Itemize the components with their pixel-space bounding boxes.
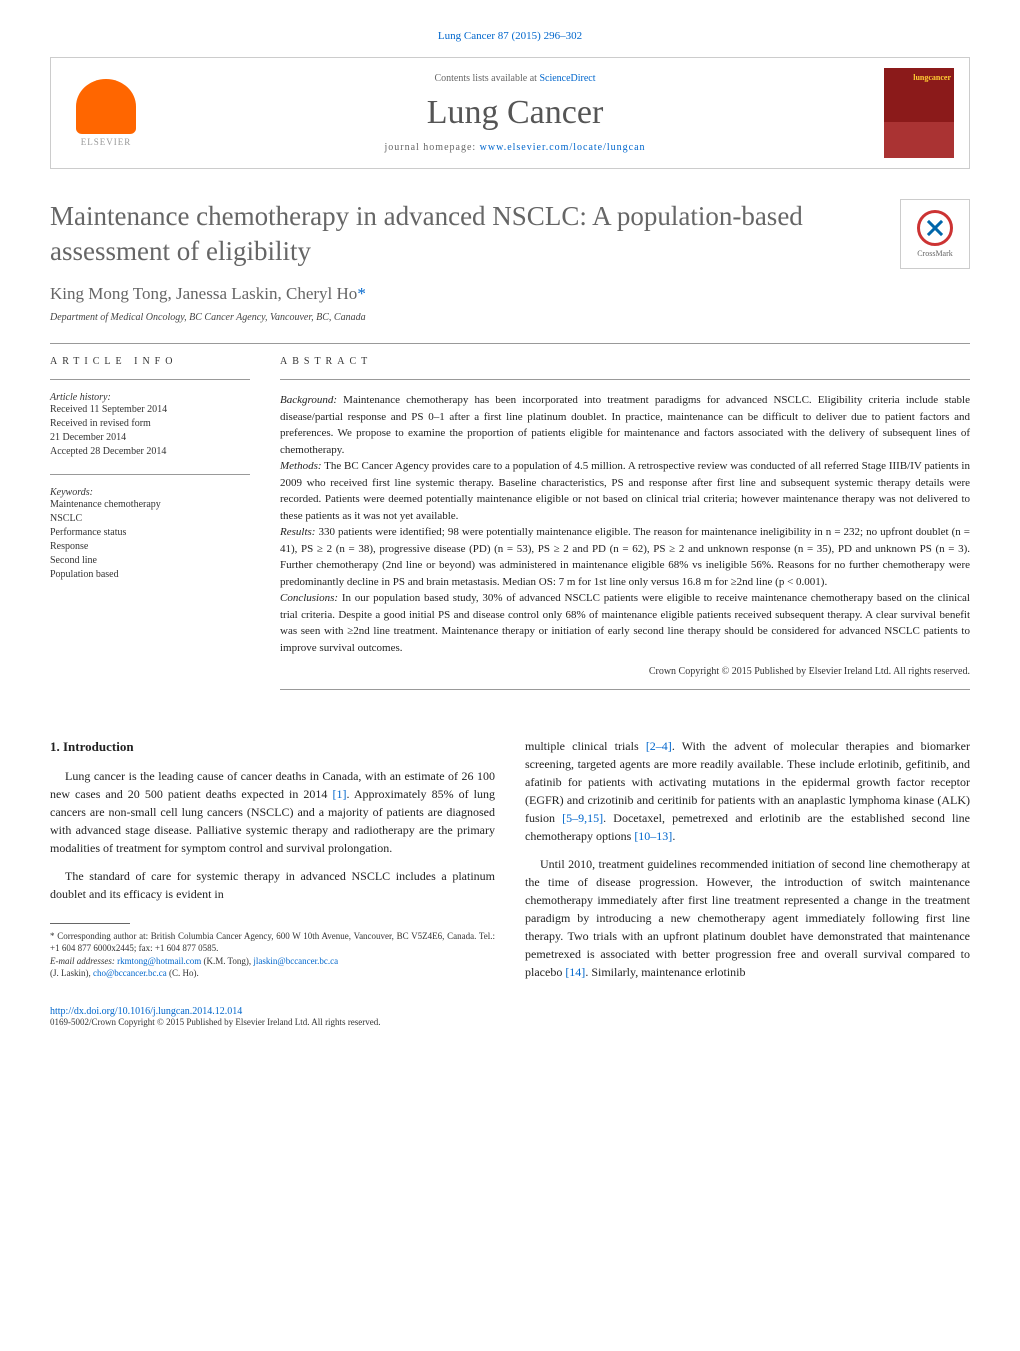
history-header: Article history:	[50, 392, 250, 403]
publisher-logo: ELSEVIER	[66, 73, 146, 153]
results-label: Results:	[280, 526, 315, 538]
crossmark-icon	[917, 210, 953, 246]
divider	[280, 689, 970, 690]
abstract-label: ABSTRACT	[280, 356, 970, 367]
body-two-column: 1. Introduction Lung cancer is the leadi…	[50, 737, 970, 991]
paragraph: Lung cancer is the leading cause of canc…	[50, 767, 495, 857]
info-abstract-row: ARTICLE INFO Article history: Received 1…	[50, 356, 970, 702]
article-history-block: Article history: Received 11 September 2…	[50, 392, 250, 459]
email-who: (J. Laskin),	[50, 968, 93, 978]
keyword: Performance status	[50, 526, 250, 540]
methods-label: Methods:	[280, 460, 322, 472]
paragraph: multiple clinical trials [2–4]. With the…	[525, 737, 970, 845]
crossmark-label: CrossMark	[917, 249, 953, 258]
journal-reference: Lung Cancer 87 (2015) 296–302	[50, 30, 970, 42]
article-info-column: ARTICLE INFO Article history: Received 1…	[50, 356, 250, 702]
author-names: King Mong Tong, Janessa Laskin, Cheryl H…	[50, 284, 357, 303]
title-row: Maintenance chemotherapy in advanced NSC…	[50, 199, 970, 269]
citation-link[interactable]: [1]	[332, 787, 346, 801]
keyword: NSCLC	[50, 512, 250, 526]
homepage-prefix: journal homepage:	[384, 142, 479, 153]
para-text: multiple clinical trials	[525, 739, 646, 753]
crossmark-badge[interactable]: CrossMark	[900, 199, 970, 269]
history-line: Received 11 September 2014	[50, 403, 250, 417]
affiliation: Department of Medical Oncology, BC Cance…	[50, 312, 970, 323]
authors-line: King Mong Tong, Janessa Laskin, Cheryl H…	[50, 284, 970, 304]
keywords-block: Keywords: Maintenance chemotherapy NSCLC…	[50, 487, 250, 582]
keyword: Population based	[50, 568, 250, 582]
body-column-left: 1. Introduction Lung cancer is the leadi…	[50, 737, 495, 991]
article-info-label: ARTICLE INFO	[50, 356, 250, 367]
para-text: Until 2010, treatment guidelines recomme…	[525, 857, 970, 979]
sciencedirect-link[interactable]: ScienceDirect	[539, 73, 595, 84]
abstract-copyright: Crown Copyright © 2015 Published by Else…	[280, 666, 970, 677]
keyword: Second line	[50, 554, 250, 568]
divider	[280, 379, 970, 380]
homepage-line: journal homepage: www.elsevier.com/locat…	[146, 142, 884, 153]
conclusions-label: Conclusions:	[280, 592, 338, 604]
divider	[50, 343, 970, 344]
background-label: Background:	[280, 394, 337, 406]
conclusions-text: In our population based study, 30% of ad…	[280, 592, 970, 654]
email-link[interactable]: cho@bccancer.bc.ca	[93, 968, 167, 978]
email-label: E-mail addresses:	[50, 956, 117, 966]
article-title: Maintenance chemotherapy in advanced NSC…	[50, 199, 880, 269]
publisher-name: ELSEVIER	[81, 137, 132, 147]
history-line: Accepted 28 December 2014	[50, 445, 250, 459]
results-text: 330 patients were identified; 98 were po…	[280, 526, 970, 588]
para-text: . Similarly, maintenance erlotinib	[585, 965, 745, 979]
contents-prefix: Contents lists available at	[434, 73, 539, 84]
methods-text: The BC Cancer Agency provides care to a …	[280, 460, 970, 522]
footnote-emails: E-mail addresses: rkmtong@hotmail.com (K…	[50, 955, 495, 980]
citation-link[interactable]: [14]	[565, 965, 585, 979]
email-link[interactable]: rkmtong@hotmail.com	[117, 956, 201, 966]
citation-link[interactable]: [5–9,15]	[562, 811, 603, 825]
section-heading: 1. Introduction	[50, 737, 495, 757]
history-line: 21 December 2014	[50, 431, 250, 445]
email-who: (C. Ho).	[167, 968, 199, 978]
citation-link[interactable]: [2–4]	[646, 739, 672, 753]
journal-cover-thumbnail: lungcancer	[884, 68, 954, 158]
email-link[interactable]: jlaskin@bccancer.bc.ca	[253, 956, 338, 966]
body-column-right: multiple clinical trials [2–4]. With the…	[525, 737, 970, 991]
history-line: Received in revised form	[50, 417, 250, 431]
issn-copyright-line: 0169-5002/Crown Copyright © 2015 Publish…	[50, 1017, 970, 1027]
doi-link[interactable]: http://dx.doi.org/10.1016/j.lungcan.2014…	[50, 1006, 242, 1017]
keyword: Maintenance chemotherapy	[50, 498, 250, 512]
divider	[50, 379, 250, 380]
email-who: (K.M. Tong),	[201, 956, 253, 966]
corresponding-author-footnote: * Corresponding author at: British Colum…	[50, 930, 495, 980]
cover-label: lungcancer	[913, 73, 951, 82]
footnote-corr-text: * Corresponding author at: British Colum…	[50, 930, 495, 955]
elsevier-tree-icon	[76, 79, 136, 134]
homepage-link[interactable]: www.elsevier.com/locate/lungcan	[480, 142, 646, 153]
para-text: .	[672, 829, 675, 843]
background-text: Maintenance chemotherapy has been incorp…	[280, 394, 970, 456]
keywords-header: Keywords:	[50, 487, 250, 498]
keyword: Response	[50, 540, 250, 554]
paragraph: Until 2010, treatment guidelines recomme…	[525, 855, 970, 981]
contents-available-line: Contents lists available at ScienceDirec…	[146, 73, 884, 84]
abstract-column: ABSTRACT Background: Maintenance chemoth…	[280, 356, 970, 702]
journal-header: ELSEVIER Contents lists available at Sci…	[50, 57, 970, 169]
journal-name: Lung Cancer	[146, 94, 884, 132]
header-center: Contents lists available at ScienceDirec…	[146, 73, 884, 153]
divider	[50, 474, 250, 475]
doi-line: http://dx.doi.org/10.1016/j.lungcan.2014…	[50, 1006, 970, 1017]
abstract-text: Background: Maintenance chemotherapy has…	[280, 392, 970, 656]
footnote-separator	[50, 923, 130, 924]
corresponding-symbol: *	[357, 284, 366, 303]
citation-link[interactable]: [10–13]	[634, 829, 672, 843]
paragraph: The standard of care for systemic therap…	[50, 867, 495, 903]
